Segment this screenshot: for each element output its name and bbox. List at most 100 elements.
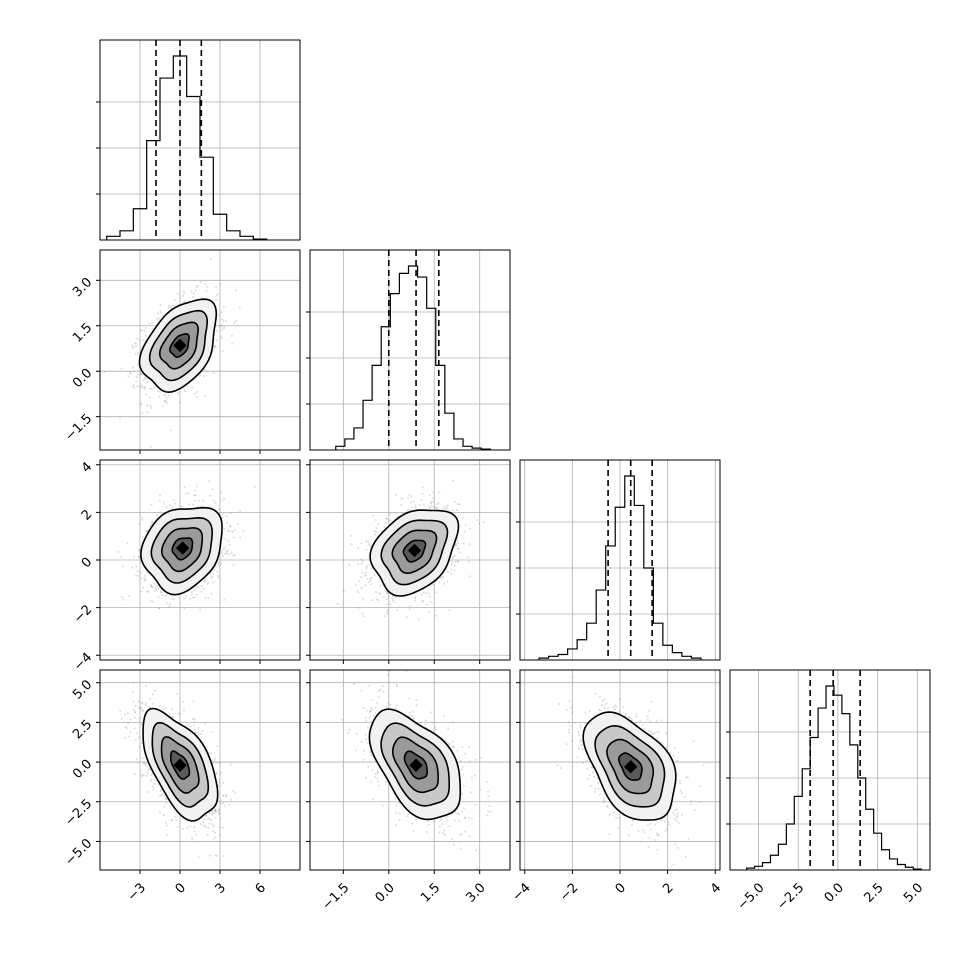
scatter-point (145, 684, 147, 687)
scatter-point (214, 809, 217, 812)
scatter-point (169, 603, 172, 606)
scatter-point (151, 328, 154, 330)
scatter-point (395, 512, 398, 515)
scatter-point (217, 293, 220, 295)
scatter-point (599, 709, 601, 712)
scatter-point (647, 824, 649, 827)
scatter-point (439, 819, 442, 822)
scatter-point (212, 371, 215, 374)
scatter-point (376, 701, 379, 704)
scatter-point (648, 837, 651, 839)
scatter-point (152, 788, 155, 791)
scatter-point (182, 301, 185, 303)
scatter-point (657, 731, 660, 733)
scatter-point (222, 320, 225, 323)
scatter-point (146, 411, 149, 414)
scatter-point (141, 757, 144, 759)
scatter-point (220, 551, 223, 553)
scatter-point (184, 390, 187, 393)
scatter-point (391, 595, 394, 598)
scatter-point (388, 512, 391, 515)
scatter-point (159, 311, 162, 314)
scatter-point (183, 388, 186, 391)
scatter-point (459, 847, 462, 850)
scatter-point (211, 812, 214, 815)
scatter-point (462, 773, 465, 776)
scatter-point (161, 594, 164, 597)
scatter-point (446, 815, 449, 818)
scatter-point (635, 715, 638, 718)
scatter-point (196, 396, 199, 398)
scatter-point (597, 788, 600, 790)
scatter-point (137, 574, 140, 577)
scatter-point (121, 596, 124, 598)
scatter-point (153, 582, 156, 585)
xtick-label-param-0-3: 6 (253, 880, 269, 896)
scatter-point (389, 703, 392, 706)
scatter-point (234, 791, 237, 794)
scatter-point (455, 544, 458, 547)
scatter-point (348, 564, 351, 567)
scatter-point (454, 544, 457, 546)
scatter-point (232, 564, 235, 566)
scatter-point (650, 731, 653, 733)
scatter-point (150, 322, 153, 324)
scatter-point (215, 286, 218, 289)
xtick-label-param-1-2: 1.5 (418, 880, 443, 905)
scatter-point (136, 363, 139, 366)
scatter-point (139, 373, 142, 376)
scatter-point (373, 533, 376, 536)
scatter-point (177, 391, 179, 394)
scatter-point (199, 374, 202, 377)
scatter-point (374, 772, 377, 775)
scatter-point (394, 596, 397, 599)
scatter-point (488, 805, 491, 808)
scatter-point (219, 834, 222, 837)
scatter-point (218, 809, 220, 812)
scatter-panel-3-2 (516, 670, 720, 874)
scatter-point (136, 376, 139, 379)
scatter-point (196, 390, 199, 393)
scatter-point (132, 681, 135, 684)
scatter-point (354, 749, 357, 752)
scatter-point (699, 801, 701, 804)
scatter-point (127, 722, 130, 725)
scatter-point (384, 521, 387, 524)
scatter-point (151, 521, 154, 524)
scatter-point (238, 306, 241, 309)
ytick-label-param-3-4: 5.0 (70, 677, 95, 702)
scatter-point (207, 817, 209, 820)
scatter-point (182, 700, 185, 703)
scatter-point (592, 771, 595, 774)
scatter-point (174, 815, 177, 818)
scatter-point (166, 833, 169, 836)
scatter-point (624, 712, 627, 715)
scatter-point (223, 598, 226, 601)
xtick-label-param-0-2: 3 (213, 880, 229, 896)
scatter-point (407, 812, 410, 815)
scatter-point (180, 505, 183, 507)
ytick-label-param-1-1: 0.0 (70, 366, 95, 391)
scatter-point (367, 765, 369, 768)
scatter-point (460, 759, 463, 762)
scatter-point (576, 756, 579, 759)
scatter-point (223, 546, 226, 549)
scatter-point (616, 813, 619, 816)
scatter-point (186, 385, 189, 388)
scatter-point (474, 848, 477, 851)
scatter-point (435, 507, 438, 510)
scatter-point (231, 342, 234, 345)
scatter-point (132, 700, 135, 703)
contour-3-2-2 (606, 738, 655, 795)
scatter-point (420, 498, 423, 501)
scatter-point (164, 797, 167, 800)
scatter-point (371, 798, 374, 801)
scatter-point (166, 824, 168, 827)
scatter-point (192, 718, 194, 721)
scatter-point (468, 746, 471, 748)
scatter-point (476, 519, 479, 522)
scatter-point (202, 824, 205, 827)
scatter-point (461, 746, 464, 748)
scatter-point (211, 575, 214, 578)
scatter-point (592, 714, 595, 717)
